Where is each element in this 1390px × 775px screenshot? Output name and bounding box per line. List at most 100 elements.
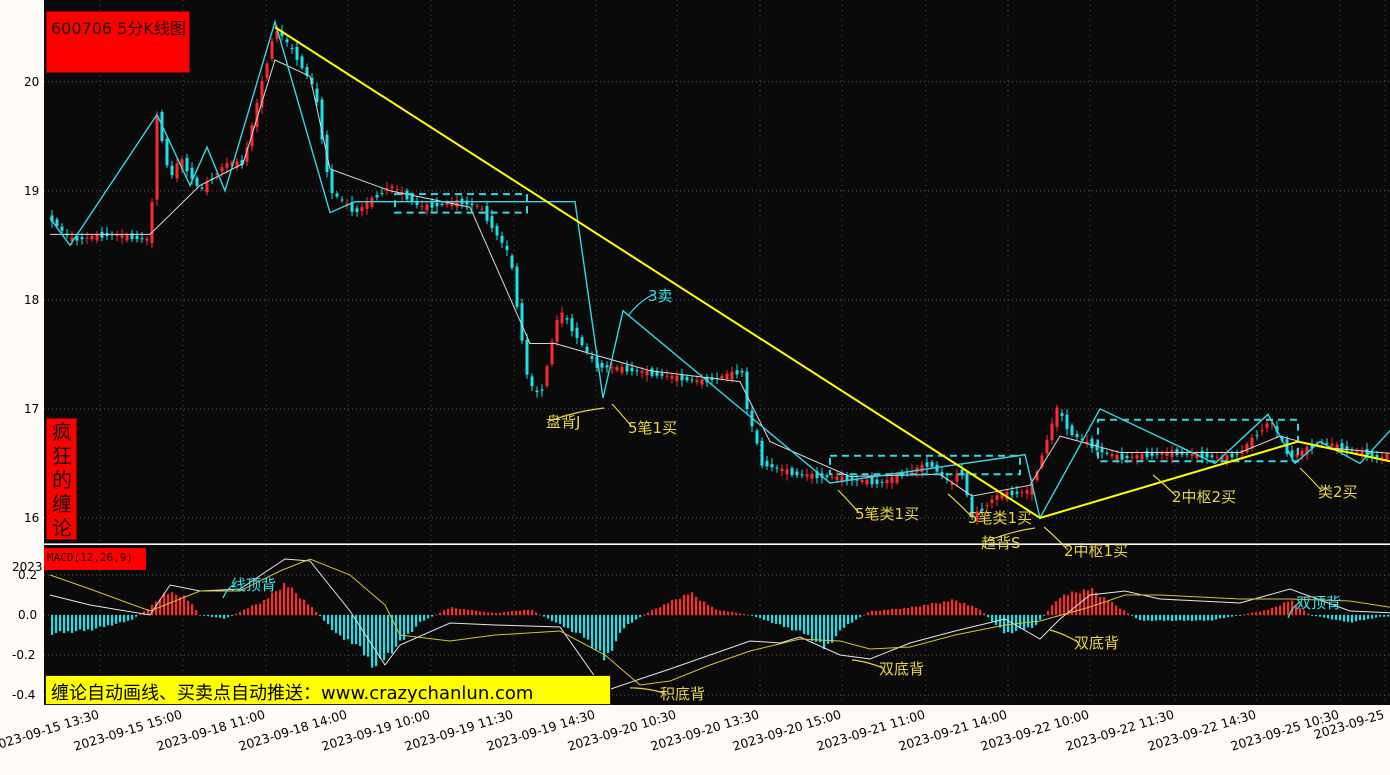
brand-badge: 疯狂的缠论 bbox=[46, 418, 77, 540]
macd-bar bbox=[587, 615, 590, 640]
candle-body bbox=[1210, 455, 1214, 458]
macd-bar bbox=[711, 606, 714, 615]
macd-bar bbox=[819, 615, 822, 643]
candle-body bbox=[225, 163, 229, 168]
macd-bar bbox=[283, 582, 286, 615]
macd-bar bbox=[1143, 615, 1146, 621]
macd-bar bbox=[183, 595, 186, 615]
trend-line bbox=[1039, 440, 1299, 519]
macd-bar bbox=[1019, 615, 1022, 629]
candle-body bbox=[800, 474, 804, 476]
macd-bar bbox=[1387, 615, 1390, 617]
candle-body bbox=[1300, 450, 1304, 456]
candle-body bbox=[305, 67, 309, 77]
candle-body bbox=[1120, 453, 1124, 460]
candle-body bbox=[725, 373, 729, 379]
candle-body bbox=[360, 207, 364, 212]
candle-body bbox=[940, 471, 944, 476]
macd-bar bbox=[251, 605, 254, 615]
macd-bar bbox=[1295, 604, 1298, 615]
chart-title: 600706 5分K线图 bbox=[51, 19, 186, 38]
macd-bar bbox=[571, 615, 574, 633]
candle-body bbox=[870, 477, 874, 485]
macd-lines bbox=[49, 558, 1390, 692]
annotation-label: 类2买 bbox=[1318, 483, 1358, 501]
macd-bar bbox=[431, 615, 434, 617]
macd-bar bbox=[687, 594, 690, 615]
macd-bar bbox=[107, 615, 110, 626]
macd-bar bbox=[1311, 615, 1314, 616]
candle-body bbox=[1130, 456, 1134, 458]
macd-bar bbox=[1151, 615, 1154, 622]
annotation-label: 2中枢1买 bbox=[1064, 542, 1128, 560]
macd-bar bbox=[567, 615, 570, 629]
candle-body bbox=[700, 379, 704, 385]
macd-bar bbox=[1015, 615, 1018, 631]
macd-bar bbox=[51, 615, 54, 635]
macd-bar bbox=[75, 615, 78, 632]
candle-body bbox=[1150, 452, 1154, 456]
macd-bar bbox=[1375, 615, 1378, 618]
macd-bar bbox=[479, 611, 482, 615]
macd-bar bbox=[1263, 610, 1266, 615]
candle-body bbox=[475, 205, 479, 207]
candle-body bbox=[365, 202, 369, 209]
macd-bar bbox=[327, 615, 330, 625]
macd-bar bbox=[1231, 615, 1234, 617]
annotation-label: 盘背J bbox=[546, 413, 580, 431]
macd-bar bbox=[799, 615, 802, 631]
moving-average bbox=[50, 59, 1390, 497]
candle-body bbox=[285, 39, 289, 43]
macd-bar bbox=[1371, 615, 1374, 619]
macd-bar bbox=[471, 609, 474, 615]
macd-bar bbox=[863, 614, 866, 616]
macd-bar bbox=[111, 615, 114, 626]
macd-bar bbox=[99, 615, 102, 627]
macd-bar bbox=[1159, 615, 1162, 621]
macd-bar bbox=[663, 604, 666, 615]
macd-bar bbox=[55, 615, 58, 634]
macd-bar bbox=[1087, 590, 1090, 615]
macd-bar bbox=[271, 592, 274, 615]
macd-bar bbox=[623, 615, 626, 629]
macd-bar bbox=[115, 615, 118, 624]
candle-body bbox=[885, 479, 889, 484]
candle-body bbox=[615, 366, 619, 371]
candle-body bbox=[445, 203, 449, 206]
macd-bar bbox=[951, 599, 954, 615]
candle-body bbox=[640, 371, 644, 373]
macd-bar bbox=[1155, 615, 1158, 621]
macd-bar bbox=[411, 615, 414, 632]
candle-body bbox=[1265, 423, 1269, 428]
macd-bar bbox=[331, 615, 334, 631]
macd-bar bbox=[867, 612, 870, 615]
macd-bar bbox=[303, 599, 306, 615]
macd-bar bbox=[1383, 615, 1386, 617]
candle-body bbox=[1365, 449, 1369, 457]
macd-bar bbox=[387, 615, 390, 653]
candle-body bbox=[1165, 451, 1169, 456]
macd-bar bbox=[211, 615, 214, 617]
candle-body bbox=[745, 371, 749, 409]
macd-bar bbox=[259, 603, 262, 615]
macd-bar bbox=[231, 615, 234, 616]
candle-body bbox=[90, 236, 94, 240]
candle-body bbox=[895, 474, 899, 483]
candle-body bbox=[1235, 453, 1239, 455]
annotation-arrow bbox=[1299, 467, 1323, 492]
macd-bar bbox=[1343, 615, 1346, 622]
candle-body bbox=[665, 375, 669, 377]
macd-bar bbox=[627, 615, 630, 624]
macd-bar bbox=[971, 605, 974, 615]
macd-bar bbox=[635, 615, 638, 620]
annotation-arrow bbox=[947, 493, 973, 518]
macd-bar bbox=[827, 615, 830, 644]
macd-bar bbox=[1107, 601, 1110, 615]
macd-bar bbox=[199, 615, 202, 616]
candle-body bbox=[1360, 451, 1364, 456]
candle-body bbox=[970, 496, 974, 518]
candle-body bbox=[1095, 443, 1099, 451]
macd-bar bbox=[131, 615, 134, 620]
macd-bar bbox=[763, 615, 766, 620]
